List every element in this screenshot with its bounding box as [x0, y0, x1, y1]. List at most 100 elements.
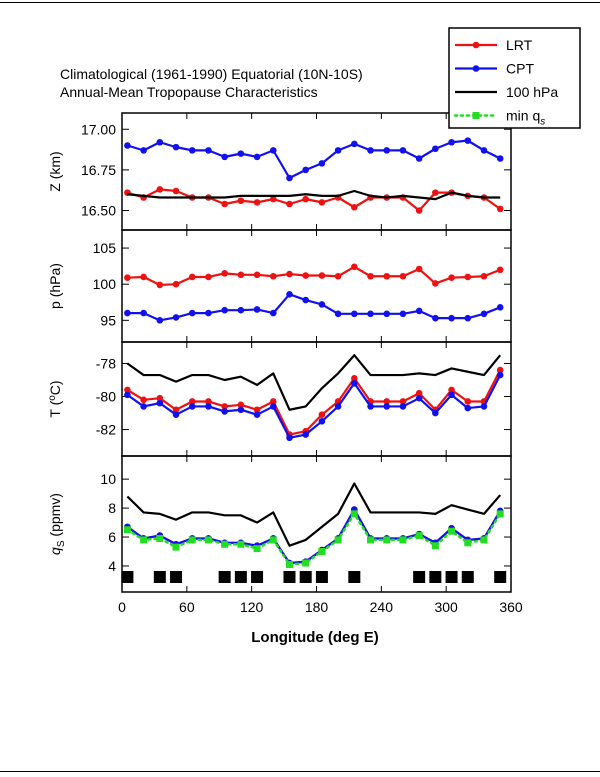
- point-cpt-4: [188, 147, 196, 154]
- point-cpt-2: [156, 399, 164, 407]
- y-tick-label: 6: [108, 529, 116, 545]
- x-axis: 0 60 120 180 240 300 360: [118, 599, 523, 615]
- point-minqs-21: [464, 539, 472, 547]
- point-minqs-17: [399, 536, 407, 544]
- point-minqs-4: [188, 536, 196, 544]
- point-minqs-3: [172, 543, 180, 551]
- station-marker-7: [299, 571, 312, 583]
- point-lrt-12: [318, 272, 326, 279]
- point-lrt-18: [415, 265, 423, 273]
- x-tick-label: 120: [240, 599, 264, 615]
- point-cpt-22: [480, 310, 488, 318]
- series-line-cpt: [127, 293, 501, 322]
- point-cpt-23: [496, 155, 504, 162]
- point-cpt-7: [237, 306, 245, 314]
- point-lrt-20: [448, 386, 455, 394]
- point-cpt-18: [415, 155, 423, 162]
- legend: LRT CPT 100 hPa min qs: [448, 27, 581, 129]
- x-tick-label: 60: [179, 599, 195, 615]
- point-lrt-3: [172, 406, 180, 414]
- series-line-100-hpa: [127, 189, 501, 201]
- station-marker-14: [494, 571, 507, 583]
- point-cpt-21: [464, 404, 472, 412]
- point-cpt-6: [221, 306, 228, 314]
- panel-p: 95 100 105 p (hPa): [47, 229, 512, 343]
- point-cpt-8: [253, 153, 261, 161]
- point-cpt-1: [140, 403, 147, 410]
- y-tick-label: 105: [93, 240, 117, 256]
- point-lrt-12: [318, 411, 326, 418]
- point-cpt-13: [334, 147, 342, 154]
- point-lrt-9: [269, 195, 277, 203]
- point-cpt-1: [140, 147, 147, 154]
- point-cpt-23: [496, 304, 504, 311]
- point-cpt-19: [432, 314, 439, 322]
- point-lrt-19: [432, 280, 439, 287]
- point-cpt-9: [269, 309, 277, 317]
- point-cpt-16: [383, 310, 391, 318]
- point-cpt-9: [269, 403, 277, 410]
- point-lrt-18: [415, 389, 423, 397]
- point-lrt-12: [318, 199, 326, 206]
- point-cpt-22: [480, 403, 488, 410]
- point-cpt-19: [432, 145, 439, 153]
- point-cpt-18: [415, 394, 423, 402]
- point-lrt-15: [367, 272, 374, 280]
- point-cpt-3: [172, 411, 180, 418]
- point-lrt-7: [237, 197, 245, 205]
- point-lrt-1: [140, 273, 147, 281]
- station-marker-8: [315, 571, 328, 583]
- point-cpt-8: [253, 306, 261, 313]
- series-line-lrt: [127, 188, 501, 212]
- point-lrt-18: [415, 207, 423, 214]
- panel-frame: [121, 229, 512, 343]
- point-lrt-10: [286, 270, 293, 278]
- point-cpt-16: [383, 147, 391, 154]
- chart-title-line-2: Annual-Mean Tropopause Characteristics: [60, 84, 318, 100]
- point-lrt-8: [253, 199, 261, 206]
- point-cpt-0: [124, 309, 131, 317]
- point-lrt-17: [399, 398, 407, 405]
- point-cpt-5: [205, 309, 212, 317]
- point-cpt-1: [140, 309, 147, 317]
- point-minqs-20: [448, 527, 456, 535]
- point-lrt-8: [253, 406, 261, 414]
- station-marker-2: [170, 571, 183, 583]
- point-cpt-10: [286, 291, 293, 298]
- point-lrt-9: [269, 272, 277, 280]
- top-border-line: [0, 2, 600, 3]
- point-minqs-13: [334, 536, 342, 544]
- y-tick-label: 16.75: [81, 162, 116, 178]
- panel-Z: 16.50 16.75 17.00 Z (km): [47, 112, 512, 231]
- point-cpt-3: [172, 314, 180, 321]
- series-line-cpt: [127, 139, 501, 180]
- series-line-lrt: [127, 265, 501, 287]
- point-lrt-20: [448, 274, 455, 281]
- point-minqs-6: [221, 540, 229, 548]
- station-marker-3: [218, 571, 231, 583]
- point-minqs-18: [415, 532, 423, 540]
- point-cpt-5: [205, 147, 212, 154]
- legend-marker-0: [472, 41, 480, 49]
- y-tick-label: 17.00: [81, 121, 116, 137]
- point-lrt-14: [351, 375, 358, 382]
- point-lrt-23: [496, 266, 504, 274]
- x-tick-label: 180: [305, 599, 329, 615]
- y-axis-label: Z (km): [47, 151, 63, 191]
- point-lrt-0: [124, 274, 131, 281]
- point-cpt-3: [172, 143, 180, 151]
- legend-label-1: CPT: [506, 61, 534, 77]
- panel-T: -82 -80 -78 T (oC): [47, 341, 512, 457]
- point-lrt-13: [334, 272, 342, 280]
- point-cpt-21: [464, 137, 472, 144]
- station-marker-5: [251, 571, 264, 583]
- point-cpt-15: [367, 310, 374, 318]
- legend-marker-1: [472, 65, 480, 72]
- point-minqs-23: [496, 510, 504, 518]
- point-lrt-16: [383, 398, 391, 405]
- station-marker-6: [283, 571, 296, 583]
- y-tick-label: 95: [100, 312, 116, 328]
- series-line-100-hpa: [126, 354, 502, 411]
